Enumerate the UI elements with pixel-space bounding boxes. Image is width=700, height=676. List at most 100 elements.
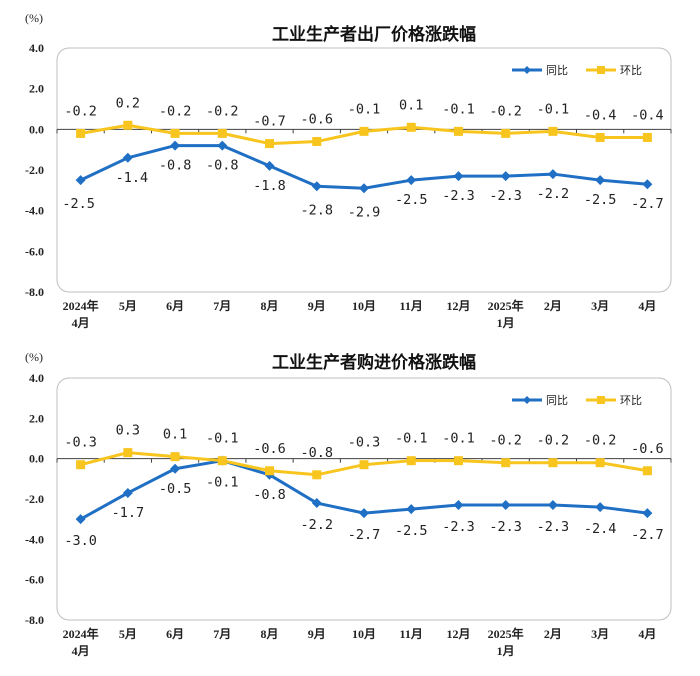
y-tick-label: 2.0 xyxy=(29,82,44,96)
data-label-同比: -2.3 xyxy=(537,519,570,535)
data-point-同比 xyxy=(406,504,417,515)
data-point-同比 xyxy=(75,175,86,186)
data-point-环比 xyxy=(76,460,86,470)
x-tick-label-line: 3月 xyxy=(591,627,609,641)
data-point-环比 xyxy=(265,139,275,149)
legend-marker-mom xyxy=(597,66,605,74)
chart-panel-2: 工业生产者购进价格涨跌幅 (%) 4.0 2.0 0.0 -2.0 -4.0 -6.0 -8.0… xyxy=(25,350,672,658)
x-tick-label-line: 11月 xyxy=(400,627,423,641)
data-point-环比 xyxy=(359,126,369,136)
x-tick-label: 10月 xyxy=(352,627,376,641)
x-tick-label-line: 12月 xyxy=(446,299,470,313)
legend-marker-mom xyxy=(597,396,605,404)
x-tick-label: 7月 xyxy=(213,299,231,313)
data-point-环比 xyxy=(642,132,652,142)
data-label-同比: -2.5 xyxy=(62,196,95,212)
data-label-同比: -0.8 xyxy=(159,158,192,174)
data-label-环比: -0.1 xyxy=(537,101,570,117)
x-tick-label-line: 5月 xyxy=(119,627,137,641)
x-tick-label: 11月 xyxy=(400,299,423,313)
data-label-环比: -0.3 xyxy=(348,435,381,451)
x-tick-label: 2月 xyxy=(544,627,562,641)
data-label-同比: -2.3 xyxy=(442,188,475,204)
data-point-同比 xyxy=(453,500,464,511)
data-point-环比 xyxy=(217,128,227,138)
data-label-环比: -0.6 xyxy=(253,441,286,457)
data-point-环比 xyxy=(359,460,369,470)
data-label-同比: -2.7 xyxy=(631,196,664,212)
plot-area xyxy=(56,377,672,621)
x-tick-label: 3月 xyxy=(591,299,609,313)
data-label-环比: -0.1 xyxy=(395,431,428,447)
x-tick-label: 9月 xyxy=(308,299,326,313)
data-label-同比: -2.5 xyxy=(584,192,617,208)
data-label-同比: -2.3 xyxy=(442,519,475,535)
data-point-环比 xyxy=(406,456,416,466)
data-point-同比 xyxy=(453,171,464,182)
x-tick-label-line: 4月 xyxy=(638,627,656,641)
y-axis-unit: (%) xyxy=(25,350,43,364)
x-tick-label: 11月 xyxy=(400,627,423,641)
data-label-同比: -2.3 xyxy=(489,519,522,535)
data-label-环比: -0.3 xyxy=(64,435,97,451)
y-tick-label: -2.0 xyxy=(25,492,44,506)
data-point-同比 xyxy=(547,169,558,180)
x-tick-label: 10月 xyxy=(352,299,376,313)
data-point-环比 xyxy=(548,126,558,136)
x-tick-label-line: 2月 xyxy=(544,299,562,313)
plot-area xyxy=(56,47,672,293)
y-tick-label: 2.0 xyxy=(29,411,44,425)
x-tick-label: 6月 xyxy=(166,627,184,641)
data-label-环比: -0.2 xyxy=(64,103,97,119)
data-label-同比: -0.5 xyxy=(159,481,192,497)
y-tick-label: -8.0 xyxy=(25,613,44,627)
x-tick-label: 8月 xyxy=(261,299,279,313)
data-label-环比: 0.1 xyxy=(399,97,423,113)
data-point-同比 xyxy=(122,487,133,498)
legend-label-yoy: 同比 xyxy=(546,64,568,77)
data-point-环比 xyxy=(123,448,133,458)
data-point-环比 xyxy=(501,128,511,138)
x-tick-label-line: 5月 xyxy=(119,299,137,313)
legend-marker-yoy xyxy=(523,396,531,404)
x-tick-label-line: 3月 xyxy=(591,299,609,313)
data-point-环比 xyxy=(217,456,227,466)
data-label-环比: -0.1 xyxy=(442,101,475,117)
x-tick-label-line: 7月 xyxy=(213,299,231,313)
data-label-环比: 0.3 xyxy=(116,423,140,439)
data-label-同比: -0.8 xyxy=(253,487,286,503)
y-tick-label: 4.0 xyxy=(29,371,44,385)
data-point-同比 xyxy=(264,160,275,171)
data-point-同比 xyxy=(642,508,653,519)
data-point-环比 xyxy=(595,132,605,142)
x-tick-label-line: 4月 xyxy=(638,299,656,313)
y-axis-unit: (%) xyxy=(25,11,43,25)
data-point-环比 xyxy=(76,128,86,138)
data-label-环比: -0.6 xyxy=(301,112,334,128)
y-tick-label: 4.0 xyxy=(29,41,44,55)
data-label-环比: -0.2 xyxy=(537,433,570,449)
data-label-同比: -2.5 xyxy=(395,192,428,208)
data-point-环比 xyxy=(406,122,416,132)
legend-marker-yoy xyxy=(523,66,531,74)
x-tick-label: 8月 xyxy=(261,627,279,641)
x-tick-label: 2024年 4月 xyxy=(63,298,99,330)
data-label-同比: -2.8 xyxy=(301,202,334,218)
x-tick-label: 12月 xyxy=(446,299,470,313)
data-label-环比: 0.1 xyxy=(163,427,187,443)
data-label-环比: -0.8 xyxy=(301,445,334,461)
x-tick-label-line: 2025年 xyxy=(488,298,524,313)
data-point-同比 xyxy=(311,181,322,192)
data-label-同比: -2.4 xyxy=(584,521,617,537)
data-point-环比 xyxy=(595,458,605,468)
data-point-环比 xyxy=(312,470,322,480)
data-point-同比 xyxy=(75,514,86,525)
x-tick-label: 5月 xyxy=(119,627,137,641)
x-tick-label-line: 8月 xyxy=(261,627,279,641)
data-point-同比 xyxy=(170,140,181,151)
data-label-同比: -1.4 xyxy=(116,170,149,186)
x-tick-label: 7月 xyxy=(213,627,231,641)
data-label-环比: -0.2 xyxy=(489,103,522,119)
x-tick-label: 2月 xyxy=(544,299,562,313)
